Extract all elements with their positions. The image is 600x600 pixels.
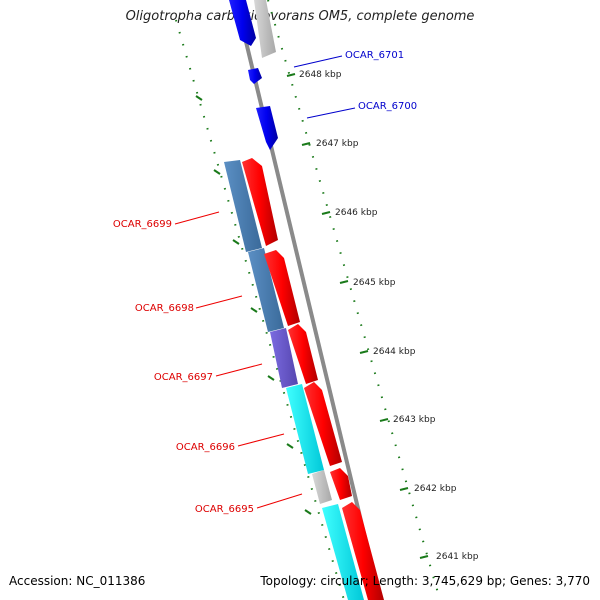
gene-label-ocar-6697[interactable]: OCAR_6697 (154, 372, 213, 383)
leader-ocar-6696 (237, 433, 285, 447)
feature-gray-6695 (312, 470, 332, 504)
tick-2642: 2642 kbp (399, 484, 457, 494)
cog-block-6696 (286, 384, 324, 474)
leader-ocar-6700 (306, 107, 356, 119)
cog-block-6698 (248, 248, 284, 332)
leader-ocar-6701 (293, 55, 343, 68)
svg-text:2643 kbp: 2643 kbp (393, 415, 436, 425)
cds-reverse-6701 (248, 68, 262, 84)
svg-text:2642 kbp: 2642 kbp (414, 484, 457, 494)
cds-forward-6695 (330, 468, 352, 500)
svg-text:2645 kbp: 2645 kbp (353, 278, 396, 288)
tick-2646: 2646 kbp (321, 208, 378, 218)
tick-2647: 2647 kbp (301, 139, 359, 149)
map-title: Oligotropha carboxidovorans OM5, complet… (125, 9, 475, 24)
leader-ocar-6698 (195, 295, 243, 309)
feature-gray-top (254, 0, 276, 58)
cog-block-6699 (224, 160, 262, 252)
gene-label-ocar-6696[interactable]: OCAR_6696 (176, 442, 235, 453)
svg-text:2648 kbp: 2648 kbp (299, 70, 342, 80)
cds-reverse-6700 (256, 106, 278, 150)
svg-text:2641 kbp: 2641 kbp (436, 552, 479, 562)
tick-2641: 2641 kbp (419, 552, 479, 562)
cds-forward-6697 (288, 324, 318, 384)
gene-label-ocar-6695[interactable]: OCAR_6695 (195, 504, 254, 515)
genome-summary: Topology: circular; Length: 3,745,629 bp… (260, 574, 590, 588)
tick-2644: 2644 kbp (359, 347, 416, 357)
leader-ocar-6697 (215, 363, 263, 377)
tick-2648: 2648 kbp (286, 70, 342, 80)
cds-forward-6694 (342, 502, 384, 600)
tick-2643: 2643 kbp (379, 415, 436, 425)
gene-label-ocar-6698[interactable]: OCAR_6698 (135, 303, 194, 314)
cog-block-6694 (322, 504, 364, 600)
genome-backbone (234, 0, 382, 600)
leader-ocar-6699 (174, 211, 220, 225)
inner-ring-major-ticks (195, 95, 312, 515)
cds-reverse-top (229, 0, 256, 46)
accession-label: Accession: NC_011386 (9, 574, 146, 588)
leader-ocar-6695 (256, 493, 303, 509)
svg-text:2644 kbp: 2644 kbp (373, 347, 416, 357)
svg-text:2647 kbp: 2647 kbp (316, 139, 359, 149)
gene-label-ocar-6700[interactable]: OCAR_6700 (358, 101, 417, 112)
cog-block-6697 (270, 328, 298, 388)
cds-forward-6696 (304, 382, 342, 466)
cds-forward-6698 (264, 250, 300, 326)
svg-text:2646 kbp: 2646 kbp (335, 208, 378, 218)
gene-label-ocar-6701[interactable]: OCAR_6701 (345, 50, 404, 61)
cds-forward-6699 (242, 158, 278, 246)
gene-label-ocar-6699[interactable]: OCAR_6699 (113, 219, 172, 230)
inner-tick-ring (175, 19, 345, 600)
tick-2645: 2645 kbp (339, 278, 396, 288)
